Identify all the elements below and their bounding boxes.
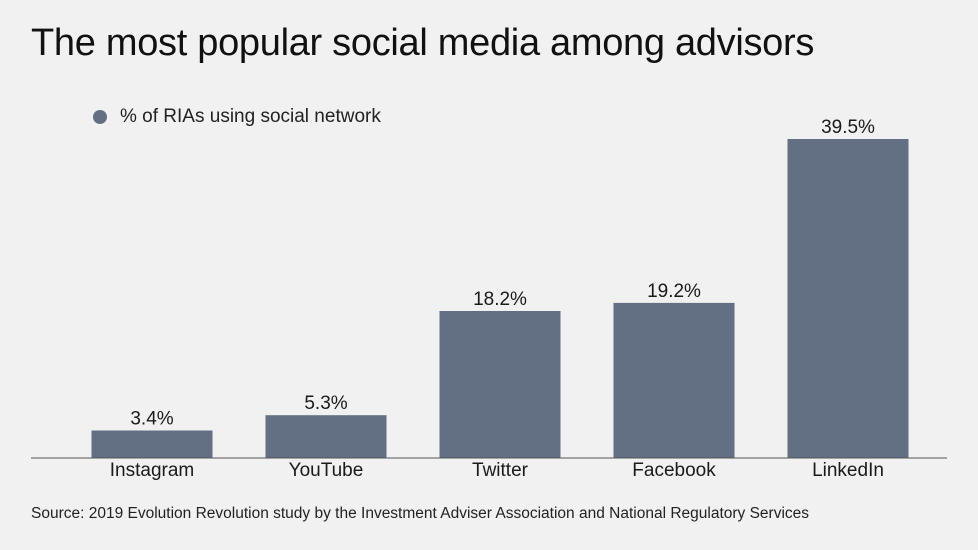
bar-linkedin xyxy=(787,139,909,458)
category-label-instagram: Instagram xyxy=(110,460,194,481)
bar-chart: 3.4% Instagram 5.3% YouTube 18.2% Twitter 19.2… xyxy=(31,117,947,481)
bar-youtube xyxy=(265,415,387,458)
value-label-instagram: 3.4% xyxy=(130,409,173,430)
bar-facebook xyxy=(613,302,735,458)
category-label-youtube: YouTube xyxy=(289,460,364,481)
legend: % of RIAs using social network xyxy=(93,106,381,128)
legend-marker xyxy=(93,110,107,124)
legend-label: % of RIAs using social network xyxy=(120,106,381,127)
category-label-twitter: Twitter xyxy=(472,460,529,481)
category-label-linkedin: LinkedIn xyxy=(812,460,884,481)
value-label-youtube: 5.3% xyxy=(304,393,347,414)
value-label-facebook: 19.2% xyxy=(647,281,701,302)
value-label-twitter: 18.2% xyxy=(473,289,527,310)
bar-twitter xyxy=(439,311,561,458)
category-label-facebook: Facebook xyxy=(632,460,716,481)
source-note: Source: 2019 Evolution Revolution study … xyxy=(31,505,810,522)
chart-title: The most popular social media among advi… xyxy=(31,22,815,64)
bar-instagram xyxy=(91,430,213,458)
value-label-linkedin: 39.5% xyxy=(821,117,875,138)
